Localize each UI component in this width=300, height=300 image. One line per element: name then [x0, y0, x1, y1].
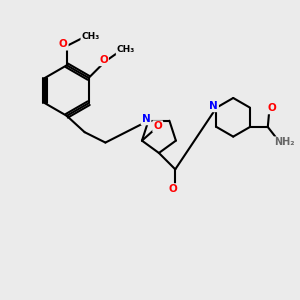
Text: CH₃: CH₃: [117, 45, 135, 54]
Text: O: O: [153, 122, 162, 131]
Text: NH₂: NH₂: [274, 137, 294, 147]
Text: O: O: [268, 103, 277, 113]
Text: N: N: [142, 114, 150, 124]
Text: O: O: [169, 184, 177, 194]
Text: O: O: [99, 55, 108, 65]
Text: CH₃: CH₃: [81, 32, 100, 41]
Text: O: O: [59, 40, 68, 50]
Text: N: N: [209, 101, 218, 111]
